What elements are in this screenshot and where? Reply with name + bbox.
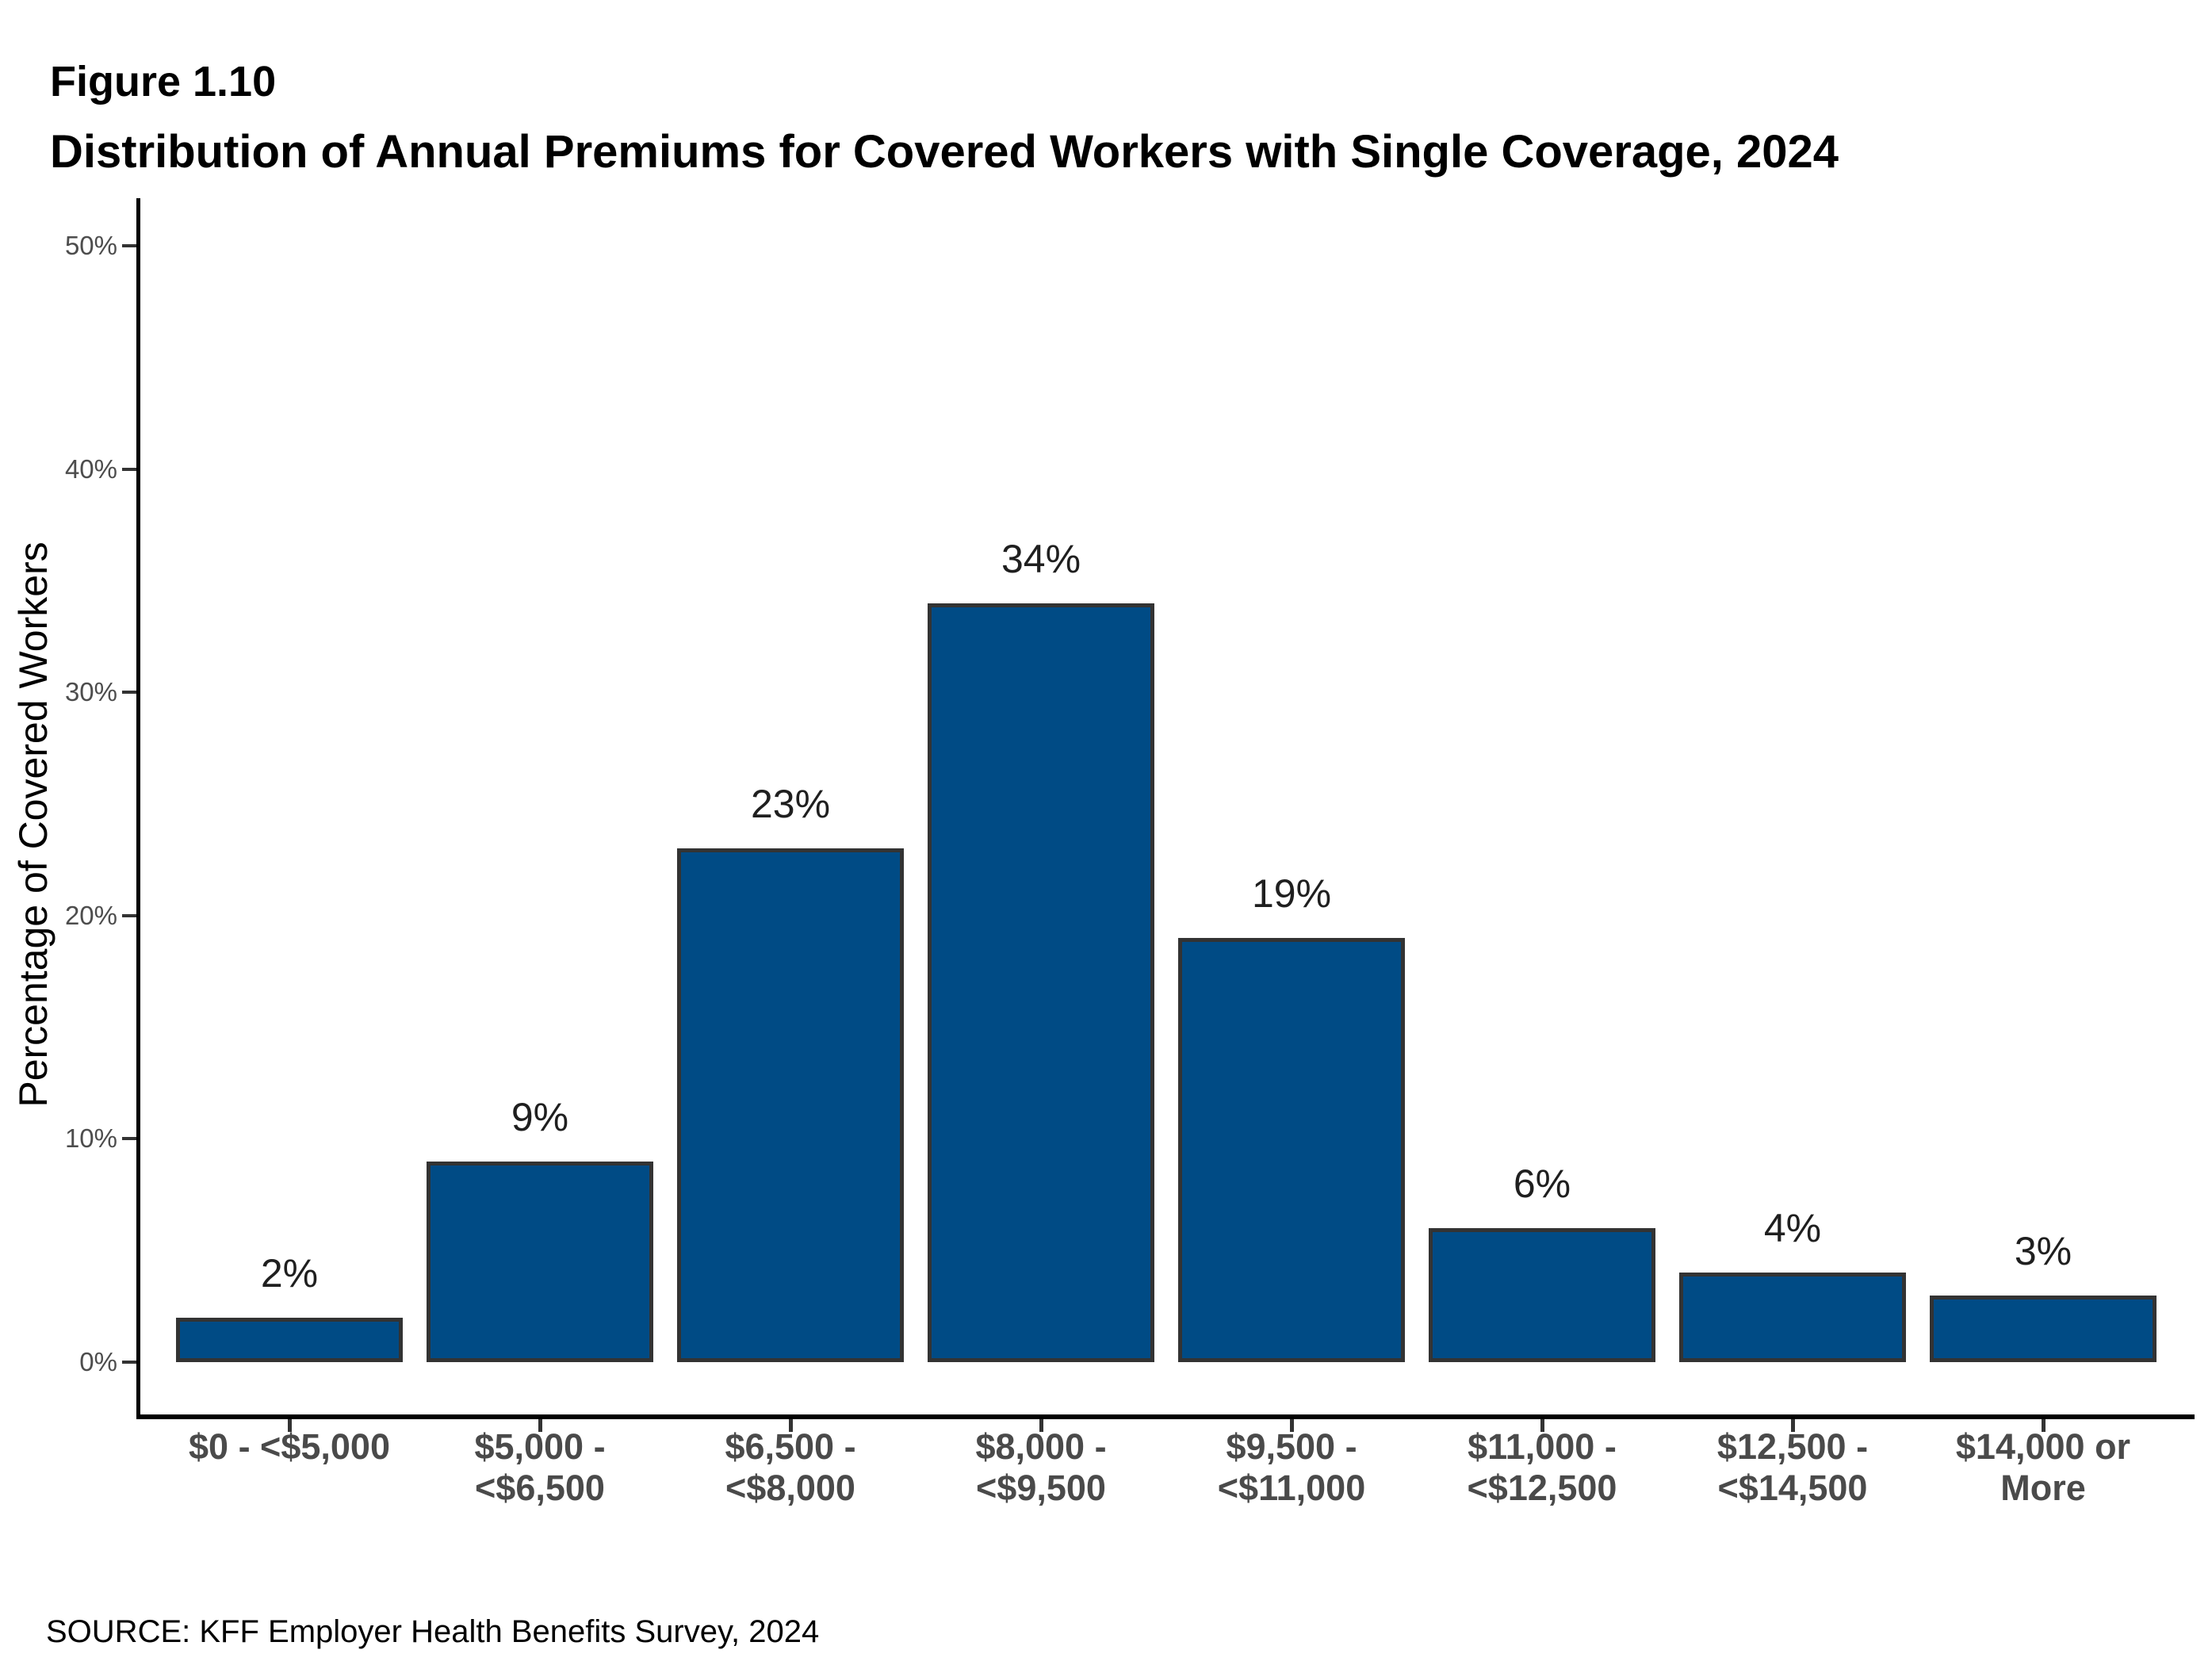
x-tick-label: $11,000 - <$12,500 — [1417, 1426, 1667, 1509]
x-tick-label-line: <$9,500 — [976, 1468, 1106, 1508]
x-tick-label-line: <$12,500 — [1467, 1468, 1617, 1508]
bar-value-label: 19% — [1251, 871, 1332, 916]
x-tick-label: $0 - <$5,000 — [164, 1426, 415, 1468]
x-tick-label-line: $11,000 - — [1468, 1426, 1617, 1467]
x-tick-mark — [1039, 1419, 1043, 1432]
x-tick-label-line: $5,000 - — [474, 1426, 606, 1467]
chart-title: Distribution of Annual Premiums for Cove… — [50, 126, 1839, 178]
bar — [677, 848, 904, 1362]
bar — [427, 1161, 653, 1362]
x-tick-label-line: More — [2000, 1468, 2086, 1508]
y-tick-label: 0% — [79, 1347, 117, 1376]
y-tick-label: 10% — [64, 1123, 117, 1154]
x-tick-label: $8,000 - <$9,500 — [916, 1426, 1166, 1509]
x-tick-label-line: $14,000 or — [1955, 1426, 2131, 1467]
x-tick-label: $14,000 or More — [1918, 1426, 2168, 1509]
y-tick-mark — [122, 244, 136, 247]
x-tick-mark — [1790, 1419, 1795, 1432]
x-tick-label-line: $6,500 - — [725, 1426, 856, 1467]
bar-value-label: 6% — [1513, 1162, 1571, 1207]
source-note: SOURCE: KFF Employer Health Benefits Sur… — [46, 1614, 820, 1649]
bar — [1178, 937, 1405, 1362]
x-tick-mark — [788, 1419, 793, 1432]
y-tick-mark — [122, 467, 136, 471]
x-tick-mark — [2041, 1419, 2046, 1432]
x-tick-label-line: $12,500 - — [1716, 1426, 1869, 1467]
bar — [1679, 1273, 1906, 1362]
y-tick-label: 50% — [64, 231, 117, 260]
y-axis-line — [136, 198, 140, 1419]
y-tick-mark — [122, 913, 136, 917]
x-tick-label: $9,500 - <$11,000 — [1166, 1426, 1417, 1509]
x-tick-label-line: <$11,000 — [1217, 1468, 1366, 1508]
x-axis-line — [136, 1414, 2195, 1419]
y-tick-label: 30% — [64, 677, 117, 707]
x-tick-mark — [287, 1419, 292, 1432]
y-tick-label: 40% — [64, 454, 117, 484]
x-tick-label-line: $0 - <$5,000 — [189, 1426, 390, 1467]
figure-label: Figure 1.10 — [50, 58, 277, 105]
y-axis-title: Percentage of Covered Workers — [11, 542, 55, 1108]
y-tick-mark — [122, 691, 136, 695]
x-tick-label: $5,000 - <$6,500 — [415, 1426, 665, 1509]
x-tick-mark — [538, 1419, 542, 1432]
y-tick-mark — [122, 1137, 136, 1141]
bar-value-label: 9% — [511, 1094, 569, 1139]
y-tick-label: 20% — [64, 900, 117, 930]
bar — [1429, 1228, 1655, 1362]
x-tick-mark — [1289, 1419, 1294, 1432]
x-tick-label: $6,500 - <$8,000 — [665, 1426, 916, 1509]
bar-value-label: 4% — [1763, 1206, 1822, 1251]
x-tick-label-line: $8,000 - — [975, 1426, 1107, 1467]
bar — [928, 603, 1154, 1362]
x-tick-label-line: <$14,500 — [1717, 1468, 1868, 1508]
bar-value-label: 2% — [260, 1250, 319, 1296]
bar — [176, 1317, 403, 1362]
x-tick-label-line: $9,500 - — [1226, 1426, 1357, 1467]
x-tick-mark — [1540, 1419, 1544, 1432]
bar-value-label: 34% — [1001, 536, 1081, 581]
x-tick-label-line: <$8,000 — [725, 1468, 855, 1508]
bar — [1930, 1295, 2157, 1362]
y-tick-mark — [122, 1361, 136, 1364]
x-tick-label-line: <$6,500 — [475, 1468, 605, 1508]
x-tick-label: $12,500 - <$14,500 — [1667, 1426, 1918, 1509]
bar-value-label: 23% — [750, 782, 831, 827]
bar-value-label: 3% — [2014, 1228, 2072, 1273]
